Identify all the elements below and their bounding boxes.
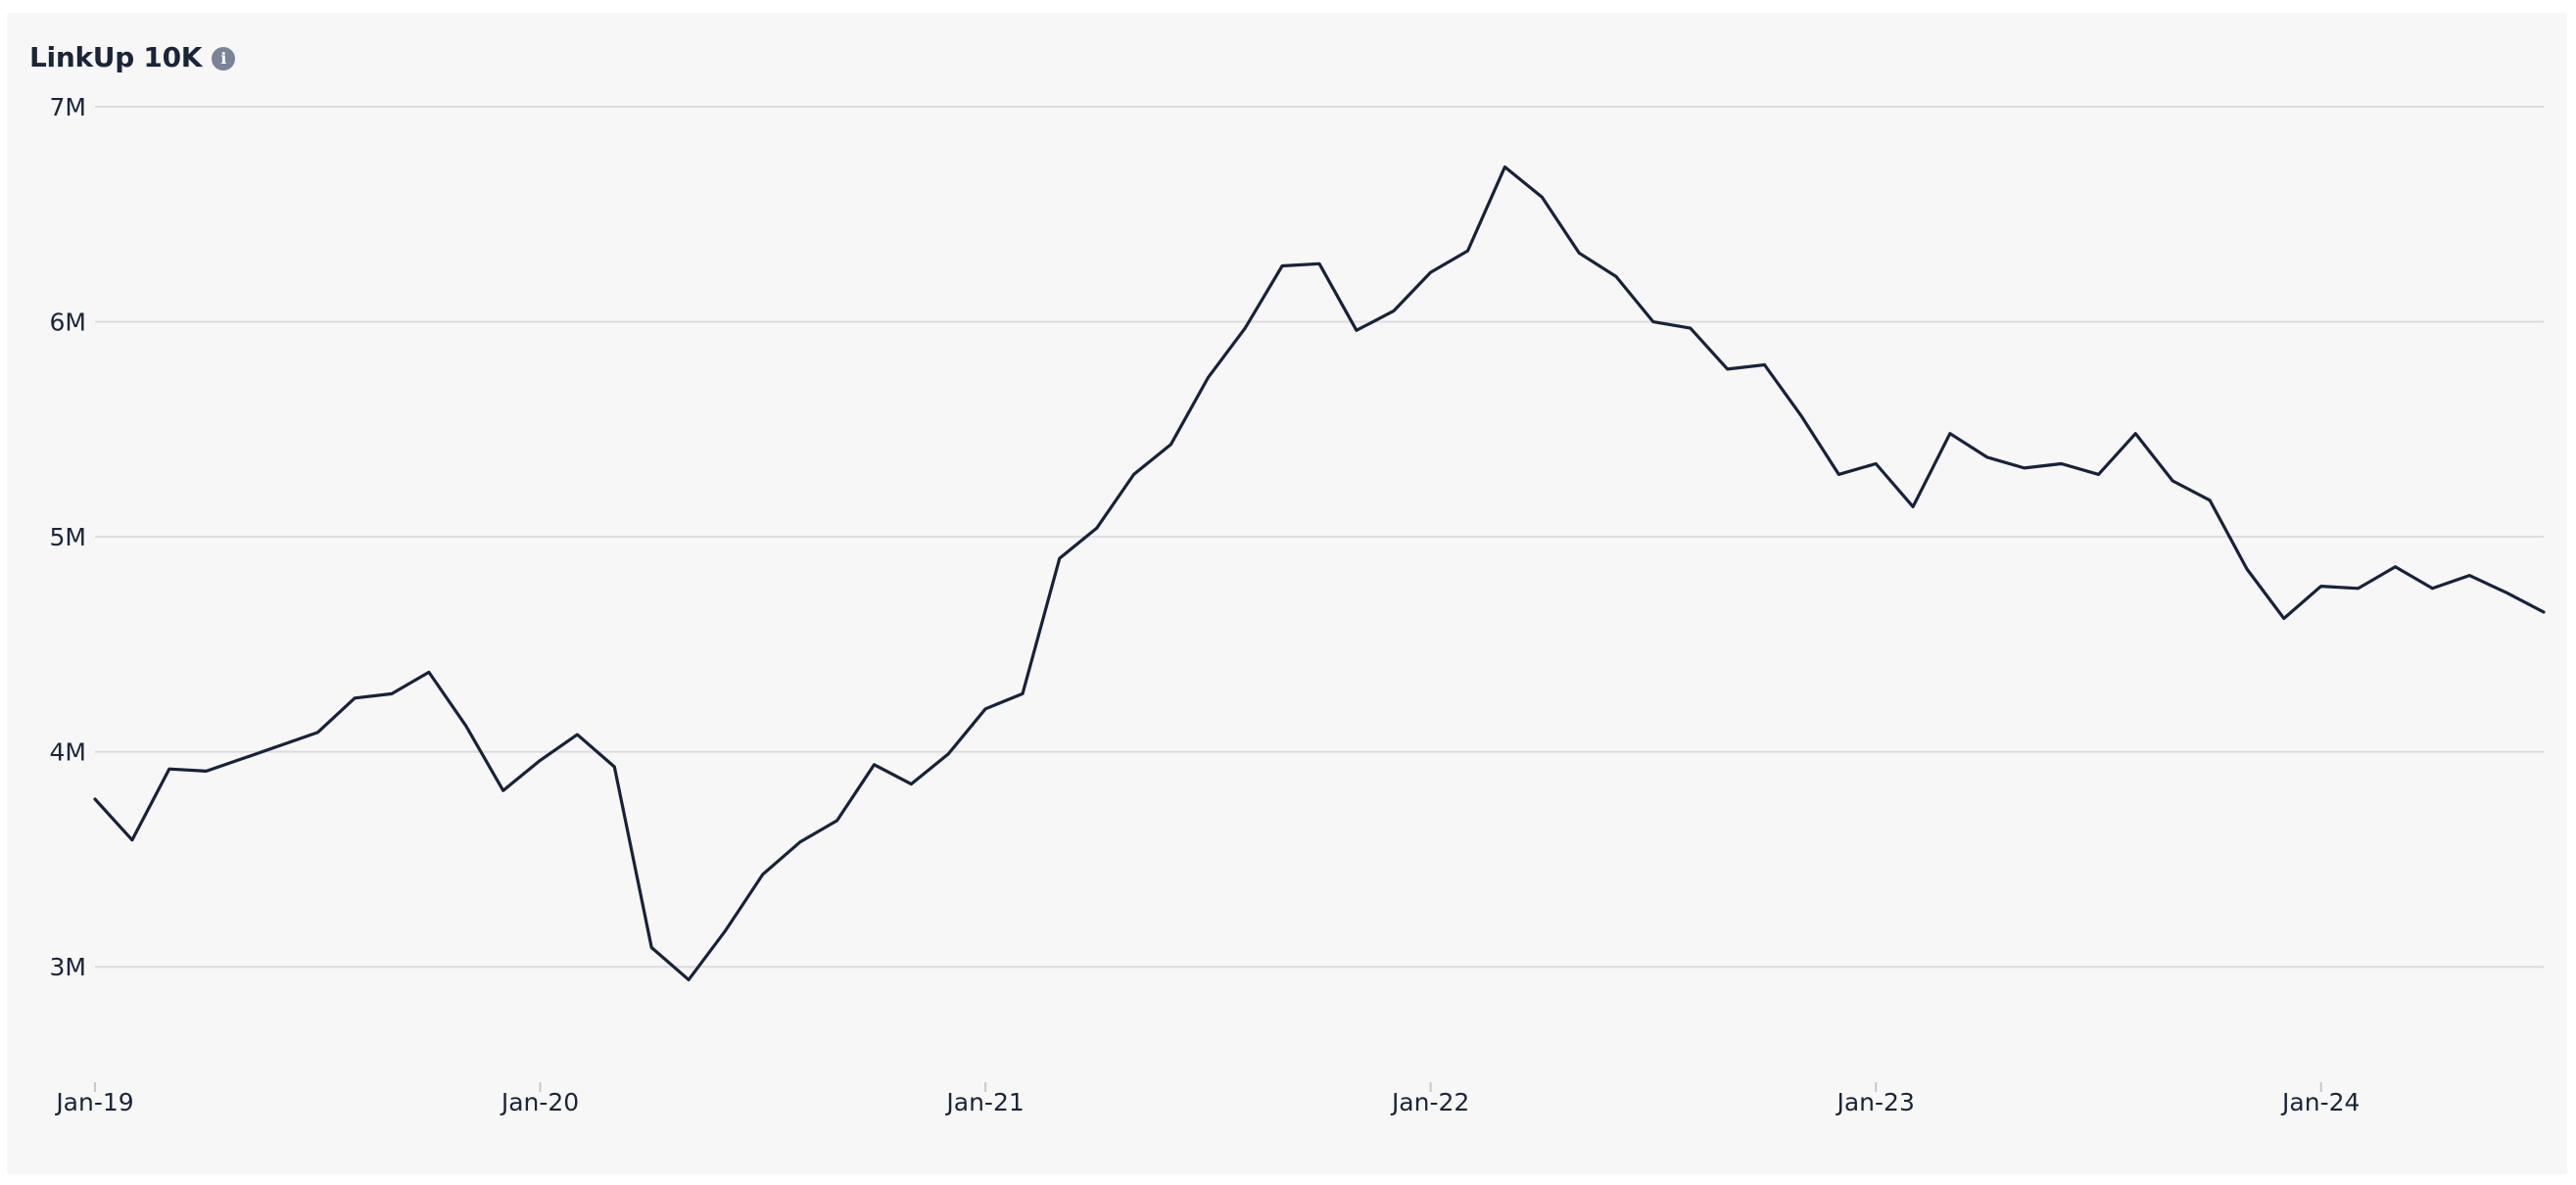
data-point[interactable] [1832,467,1845,481]
data-point[interactable] [88,792,102,806]
data-point[interactable] [756,868,770,881]
grid-lines [95,106,2544,969]
data-point[interactable] [570,728,584,741]
data-point[interactable] [2352,582,2365,595]
data-point[interactable] [2462,569,2476,583]
data-point[interactable] [1201,371,1215,385]
data-point[interactable] [200,764,214,778]
y-tick-label: 4M [50,738,86,767]
data-point[interactable] [1758,358,1772,372]
x-axis: Jan-19 Jan-20 Jan-21 Jan-22 Jan-23 Jan-24 [54,1082,2360,1116]
data-point[interactable] [1238,321,1252,335]
data-point[interactable] [2277,612,2291,626]
data-point[interactable] [422,665,436,679]
data-point[interactable] [2166,474,2179,488]
data-point[interactable] [607,760,621,774]
chart-title: LinkUp 10K [29,40,203,73]
data-point[interactable] [1016,687,1029,700]
data-point[interactable] [1646,315,1660,329]
data-point[interactable] [534,753,548,767]
data-point[interactable] [459,719,473,733]
data-point[interactable] [1535,190,1549,204]
data-point[interactable] [1794,409,1808,423]
data-point[interactable] [2240,562,2254,576]
x-tick-label: Jan-23 [1835,1088,1914,1116]
data-point[interactable] [273,738,287,752]
series-layer [88,161,2551,986]
data-point[interactable] [1721,362,1735,376]
data-point[interactable] [1461,244,1475,258]
data-point[interactable] [1684,321,1697,335]
series-line[interactable] [93,165,2546,982]
data-point[interactable] [978,702,992,716]
data-point[interactable] [1869,457,1883,471]
y-tick-label: 6M [50,308,86,337]
x-tick-label: Jan-24 [2280,1088,2360,1116]
data-point[interactable] [868,758,882,772]
data-point[interactable] [644,941,658,955]
x-tick-label: Jan-20 [500,1088,579,1116]
data-point[interactable] [719,924,733,937]
data-point[interactable] [831,814,844,828]
data-point[interactable] [2055,457,2069,471]
x-tick-label: Jan-21 [944,1088,1024,1116]
data-point[interactable] [2314,580,2328,593]
data-point[interactable] [2500,586,2513,599]
y-tick-label: 7M [50,93,86,121]
data-point[interactable] [2018,461,2031,475]
data-point[interactable] [1498,161,1511,174]
data-point[interactable] [1127,467,1141,481]
data-point[interactable] [125,833,139,847]
data-point[interactable] [497,783,510,797]
info-icon[interactable]: i [212,47,236,71]
chart-panel [7,13,2567,1174]
x-tick-label: Jan-22 [1390,1088,1469,1116]
data-point[interactable] [163,762,176,776]
data-point[interactable] [2203,494,2217,507]
data-point[interactable] [1609,269,1623,283]
data-point[interactable] [793,835,807,849]
data-point[interactable] [348,691,361,705]
data-point[interactable] [2128,427,2142,441]
data-point[interactable] [1980,450,1994,464]
data-point[interactable] [1053,551,1067,565]
data-point[interactable] [1906,499,1920,513]
data-point[interactable] [2092,467,2106,481]
data-point[interactable] [1165,438,1178,451]
data-point[interactable] [2389,560,2403,574]
y-axis: 3M 4M 5M 6M 7M [50,93,86,981]
data-point[interactable] [941,747,955,761]
data-point[interactable] [1424,265,1438,279]
data-point[interactable] [1387,305,1401,318]
chart-title-bar: LinkUp 10K i [29,37,236,76]
data-point[interactable] [385,687,399,700]
data-point[interactable] [904,778,918,791]
data-point[interactable] [237,751,251,765]
data-point[interactable] [1943,427,1957,441]
data-point[interactable] [1090,521,1104,535]
data-point[interactable] [1350,323,1363,337]
data-point[interactable] [1312,257,1326,270]
data-point[interactable] [2537,605,2551,619]
data-point[interactable] [1275,260,1289,273]
data-point[interactable] [682,972,695,986]
data-point[interactable] [1572,246,1586,260]
y-tick-label: 3M [50,953,86,981]
y-tick-label: 5M [50,523,86,551]
x-tick-label: Jan-19 [54,1088,133,1116]
data-point[interactable] [310,726,324,739]
data-point[interactable] [2425,582,2439,595]
